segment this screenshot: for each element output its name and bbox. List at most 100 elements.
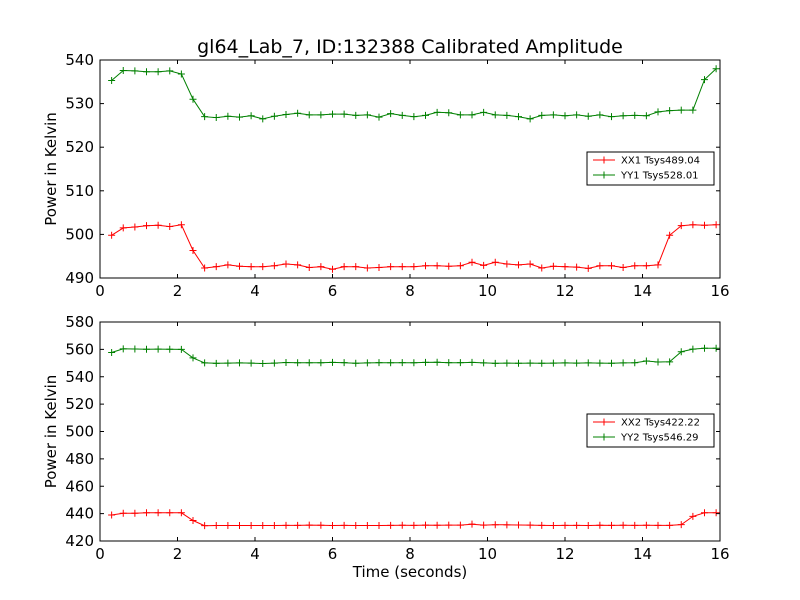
y-tick-label: 540 — [65, 51, 94, 69]
data-point — [177, 70, 185, 78]
data-point — [619, 521, 627, 529]
series-1 — [108, 509, 720, 530]
data-point — [596, 111, 604, 119]
data-point — [154, 68, 162, 76]
data-point — [549, 262, 557, 270]
data-point — [480, 359, 488, 367]
panel-1: 0 2 4 6 8 10 12 14 16 490 500 510 520 530 540 Power in … — [42, 51, 730, 300]
data-point — [712, 344, 720, 352]
y-tick-label: 540 — [65, 368, 94, 386]
data-point — [689, 345, 697, 353]
x-tick-label: 10 — [478, 545, 497, 563]
series-line — [111, 68, 717, 120]
data-point — [305, 359, 313, 367]
legend-marker — [600, 171, 608, 179]
data-point — [247, 522, 255, 530]
series-2 — [108, 344, 720, 367]
data-point — [363, 359, 371, 367]
data-point — [666, 107, 674, 115]
data-point — [131, 67, 139, 75]
data-point — [329, 358, 336, 366]
data-point — [270, 112, 278, 120]
data-point — [410, 263, 418, 271]
data-point — [456, 359, 464, 367]
data-point — [108, 231, 116, 239]
data-point — [305, 111, 313, 119]
data-point — [363, 522, 371, 530]
chart-panels: 0 2 4 6 8 10 12 14 16 490 500 510 520 530 540 Power in … — [42, 51, 730, 581]
data-point — [108, 511, 116, 519]
data-point — [352, 111, 360, 119]
data-point — [677, 106, 685, 114]
data-point — [480, 521, 488, 529]
data-point — [212, 263, 220, 271]
data-point — [201, 359, 209, 367]
panel-2: 0 2 4 6 8 10 12 14 16 420 440 460 480 500 520 540 560 580… — [42, 313, 730, 581]
data-point — [561, 112, 569, 120]
data-point — [270, 262, 278, 270]
legend-label: XX1 Tsys489.04 — [621, 156, 700, 167]
series-2 — [108, 65, 720, 123]
data-point — [387, 263, 395, 271]
data-point — [608, 359, 615, 367]
data-point — [189, 95, 197, 103]
data-point — [445, 359, 453, 367]
data-point — [515, 113, 522, 121]
data-point — [631, 521, 639, 529]
data-point — [561, 359, 569, 367]
x-tick-label: 6 — [328, 282, 338, 300]
y-tick-label: 510 — [65, 182, 94, 200]
data-point — [177, 221, 185, 229]
data-point — [108, 349, 116, 357]
data-point — [631, 359, 639, 367]
x-tick-label: 2 — [173, 282, 183, 300]
data-point — [329, 265, 336, 273]
data-point — [236, 262, 243, 270]
data-point — [642, 262, 650, 270]
data-point — [631, 262, 639, 270]
data-point — [584, 264, 592, 272]
data-point — [468, 358, 476, 366]
data-point — [282, 260, 290, 268]
x-tick-label: 16 — [710, 545, 729, 563]
data-point — [422, 521, 429, 529]
data-point — [224, 261, 232, 269]
legend-marker — [600, 156, 608, 164]
data-point — [143, 222, 150, 230]
data-point — [247, 263, 255, 271]
data-point — [119, 224, 127, 232]
y-tick-label: 520 — [65, 138, 94, 156]
data-point — [584, 112, 592, 120]
data-point — [445, 521, 453, 529]
data-point — [573, 111, 581, 119]
x-tick-label: 2 — [173, 545, 183, 563]
data-point — [701, 509, 708, 517]
data-point — [224, 112, 232, 120]
y-tick-label: 500 — [65, 225, 94, 243]
y-axis-label: Power in Kelvin — [42, 375, 60, 489]
data-point — [352, 359, 360, 367]
data-point — [189, 247, 197, 255]
data-point — [329, 110, 336, 118]
data-point — [177, 345, 185, 353]
data-point — [468, 111, 476, 119]
x-tick-label: 10 — [478, 282, 497, 300]
data-point — [491, 359, 499, 367]
x-tick-label: 14 — [633, 545, 652, 563]
data-point — [410, 113, 418, 121]
data-point — [131, 345, 139, 353]
data-point — [166, 345, 174, 353]
data-point — [201, 113, 209, 121]
data-point — [596, 521, 604, 529]
data-point — [340, 521, 348, 529]
data-point — [270, 522, 278, 530]
data-point — [154, 509, 162, 517]
y-tick-label: 580 — [65, 313, 94, 331]
y-tick-label: 530 — [65, 95, 94, 113]
series-1 — [108, 221, 720, 273]
legend-label: XX2 Tsys422.22 — [621, 418, 700, 429]
data-point — [642, 357, 650, 365]
data-point — [596, 262, 604, 270]
data-point — [398, 263, 406, 271]
